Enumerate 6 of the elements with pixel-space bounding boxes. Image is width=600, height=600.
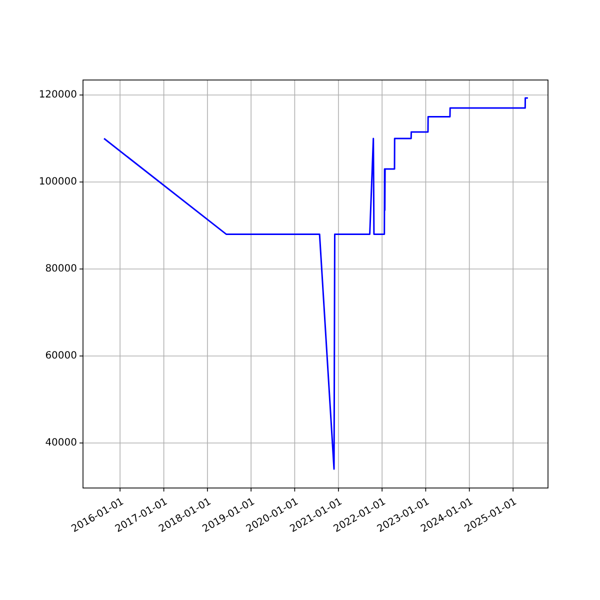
- y-tick-label: 40000: [45, 437, 77, 448]
- line-series: [103, 97, 529, 470]
- y-tick-label: 60000: [45, 350, 77, 362]
- y-tick-label: 80000: [45, 263, 77, 274]
- y-tick-label: 100000: [38, 176, 77, 188]
- y-tick-label: 120000: [38, 90, 77, 101]
